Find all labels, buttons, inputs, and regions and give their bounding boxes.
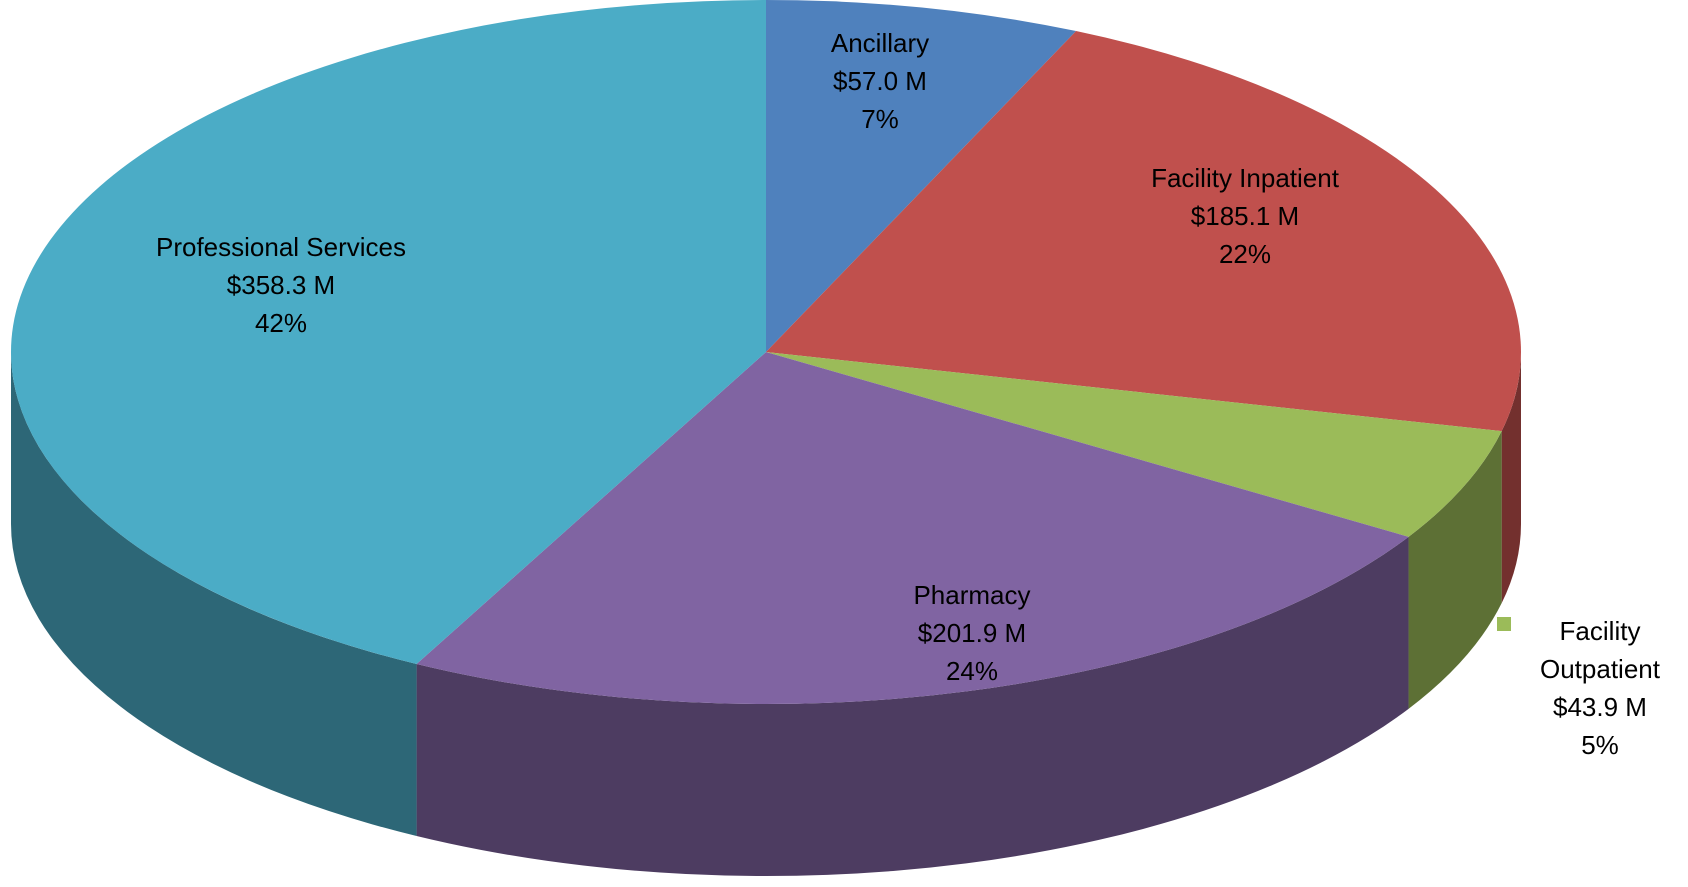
slice-side (1408, 431, 1502, 709)
value-label: $201.9 M (918, 618, 1026, 648)
slice (766, 0, 1077, 352)
percent-label: 22% (1219, 239, 1271, 269)
slice-side (1501, 352, 1521, 604)
slice-side (416, 536, 1409, 877)
percent-label: 42% (255, 308, 307, 338)
percent-label: 7% (861, 104, 899, 134)
slice (766, 31, 1521, 432)
percent-label: 24% (946, 656, 998, 686)
value-label: $57.0 M (833, 66, 927, 96)
category-label: Pharmacy (913, 580, 1030, 610)
slice-side (11, 352, 417, 837)
outside-label: Facility Outpatient $43.9 M 5% (1530, 612, 1670, 764)
category-label: Facility Outpatient (1540, 616, 1660, 684)
category-label: Ancillary (831, 28, 929, 58)
value-label: $43.9 M (1553, 692, 1647, 722)
category-label: Facility Inpatient (1151, 163, 1340, 193)
value-label: $185.1 M (1191, 201, 1299, 231)
slice (416, 352, 1409, 705)
category-label: Professional Services (156, 232, 406, 262)
value-label: $358.3 M (227, 270, 335, 300)
percent-label: 5% (1581, 730, 1619, 760)
legend-marker (1497, 617, 1511, 631)
slice (766, 352, 1502, 537)
slice (10, 0, 766, 665)
